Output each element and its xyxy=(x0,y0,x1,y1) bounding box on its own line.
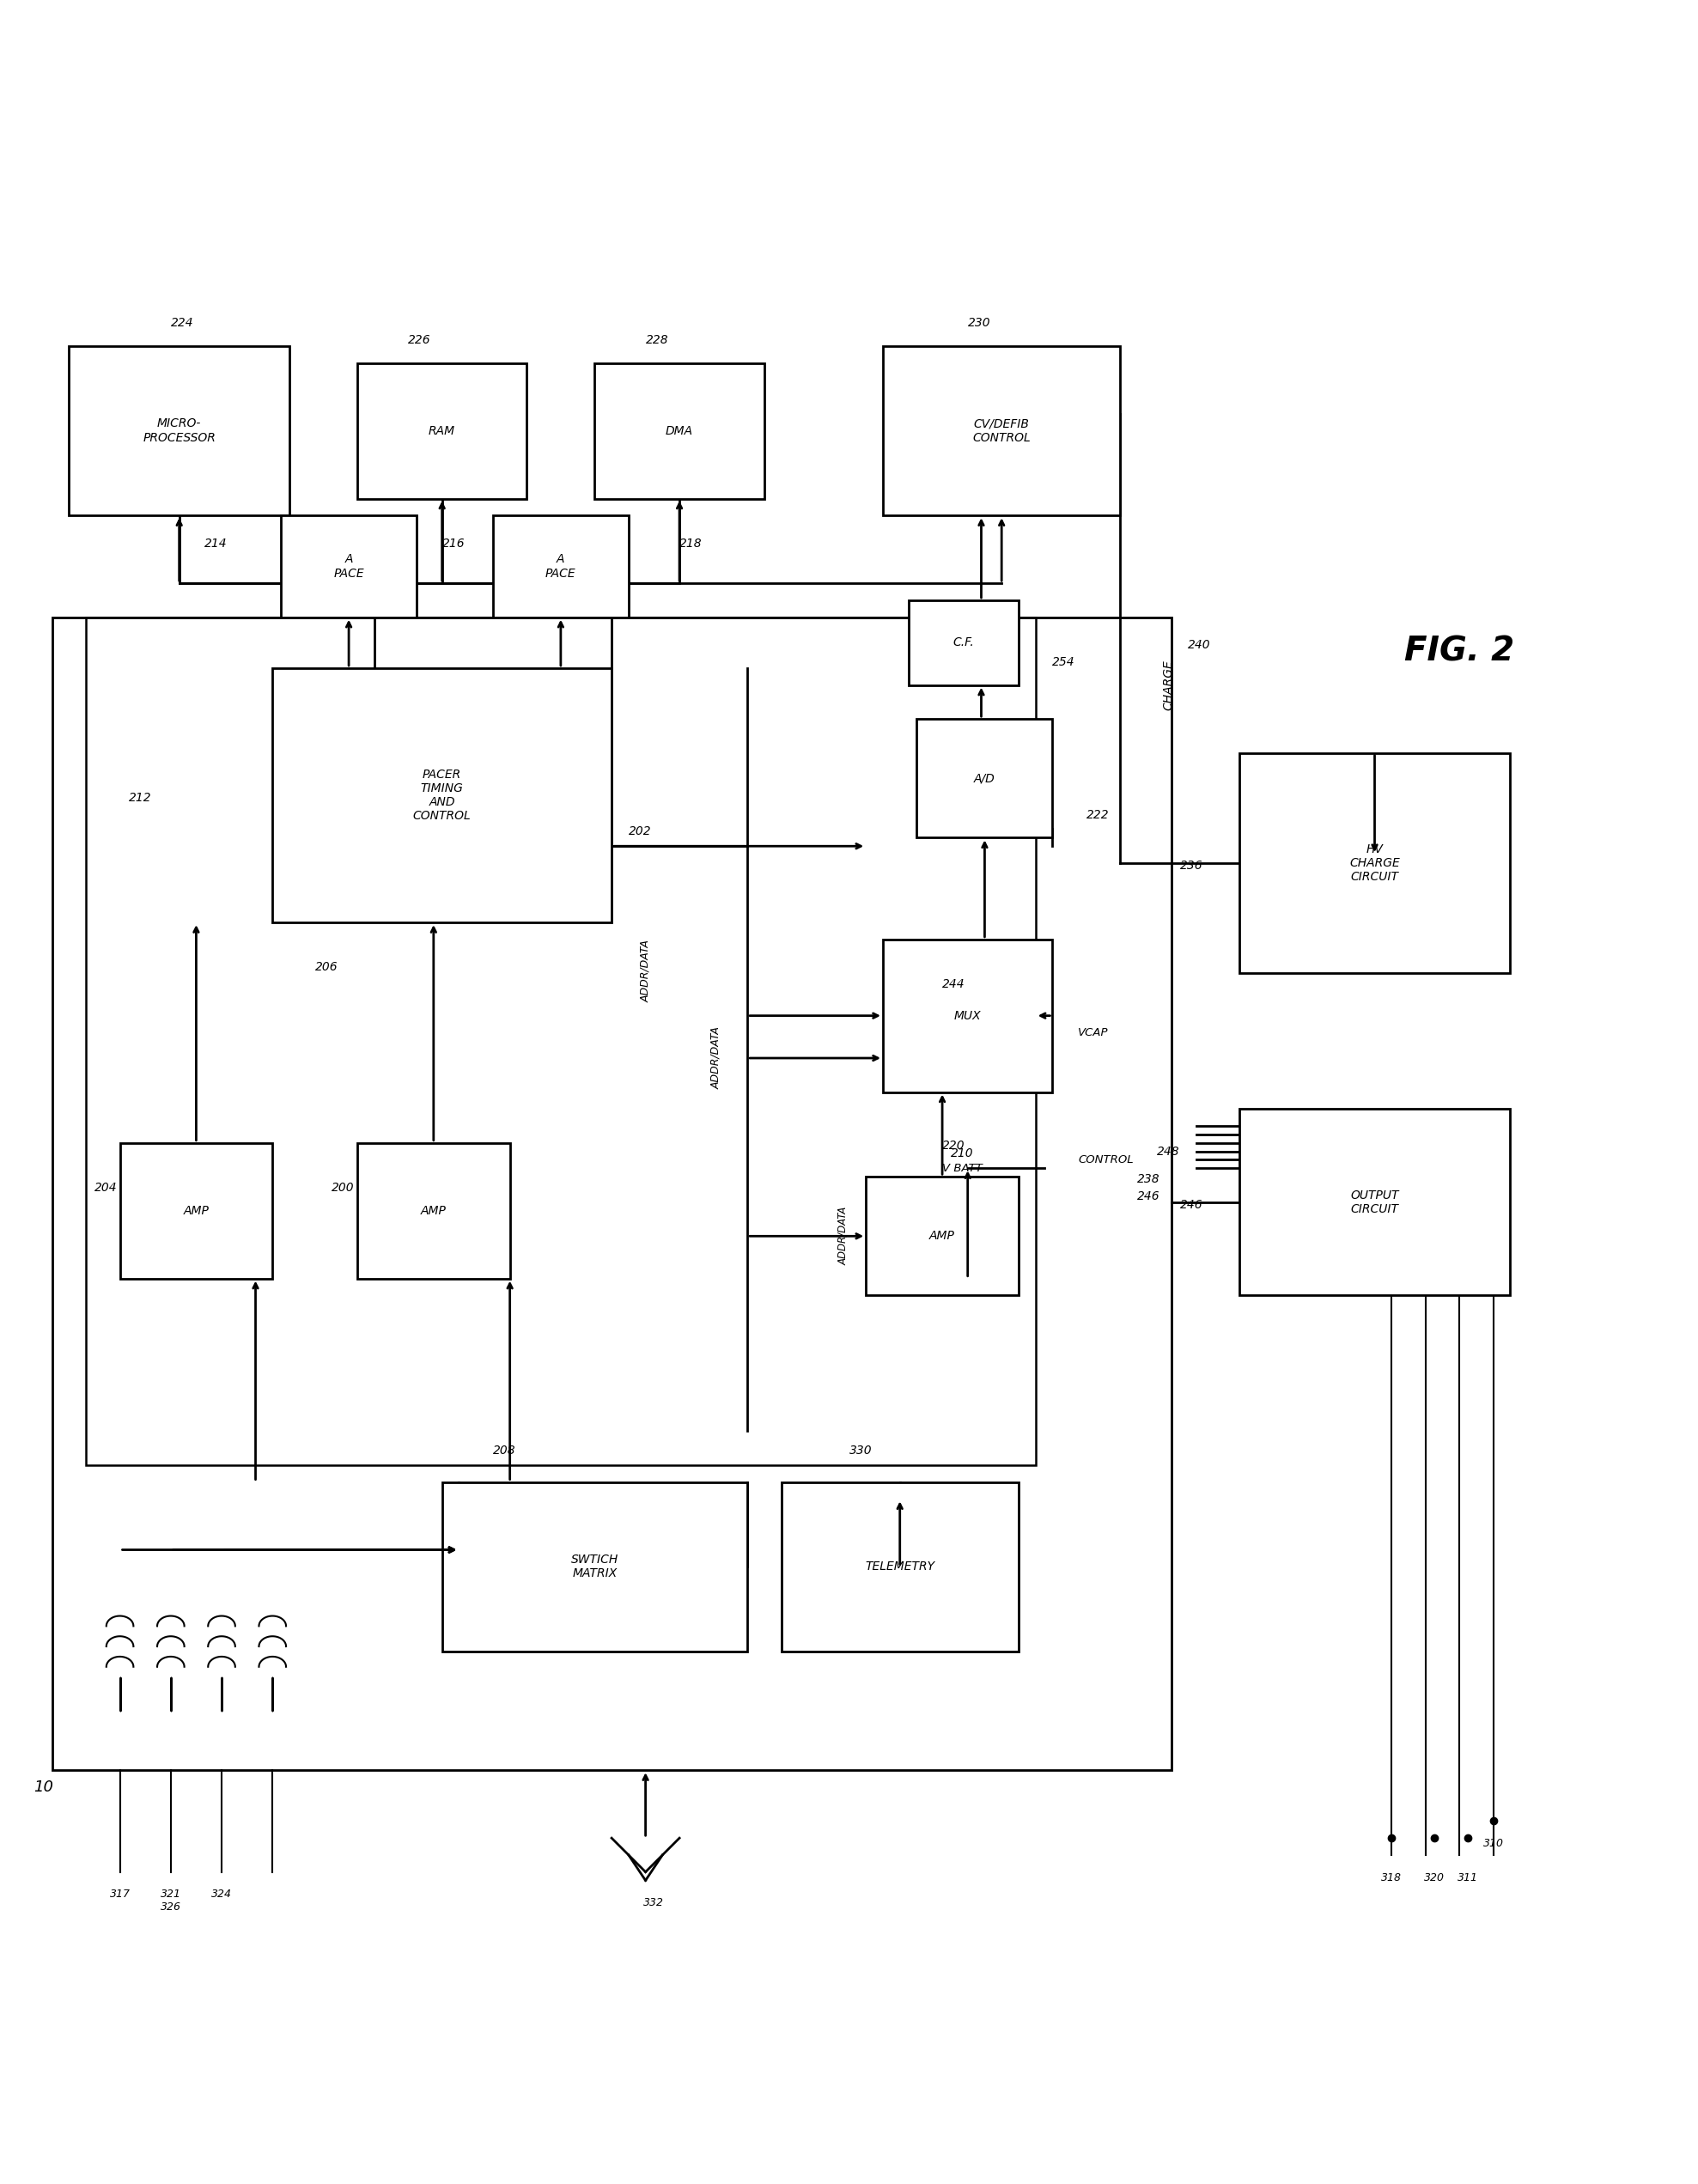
FancyBboxPatch shape xyxy=(1240,1109,1510,1295)
Text: 216: 216 xyxy=(441,537,465,550)
Text: 310: 310 xyxy=(1482,1839,1504,1850)
Text: C.F.: C.F. xyxy=(953,638,975,649)
Text: 206: 206 xyxy=(314,961,338,974)
Text: SWTICH
MATRIX: SWTICH MATRIX xyxy=(571,1553,618,1579)
Text: AMP: AMP xyxy=(929,1230,954,1243)
Text: VCAP: VCAP xyxy=(1078,1026,1109,1037)
FancyBboxPatch shape xyxy=(917,719,1053,839)
Text: 218: 218 xyxy=(679,537,703,550)
Text: 210: 210 xyxy=(951,1149,973,1160)
Text: ADDR/DATA: ADDR/DATA xyxy=(837,1208,849,1265)
Text: 240: 240 xyxy=(1189,640,1211,651)
Text: OUTPUT
CIRCUIT: OUTPUT CIRCUIT xyxy=(1350,1190,1399,1214)
Text: CONTROL: CONTROL xyxy=(1078,1153,1133,1166)
Text: 321
326: 321 326 xyxy=(160,1889,182,1913)
Text: 214: 214 xyxy=(205,537,228,550)
Text: 238: 238 xyxy=(1138,1173,1160,1186)
Text: 246: 246 xyxy=(1180,1199,1202,1210)
Text: AMP: AMP xyxy=(421,1206,447,1216)
Text: A
PACE: A PACE xyxy=(545,553,576,579)
Text: 248: 248 xyxy=(1156,1144,1180,1158)
Text: 244: 244 xyxy=(942,978,964,989)
FancyBboxPatch shape xyxy=(883,939,1053,1092)
Text: 224: 224 xyxy=(171,317,194,330)
FancyBboxPatch shape xyxy=(357,363,526,498)
FancyBboxPatch shape xyxy=(594,363,764,498)
Text: TELEMETRY: TELEMETRY xyxy=(864,1562,934,1572)
FancyBboxPatch shape xyxy=(272,668,611,922)
Text: 246: 246 xyxy=(1138,1190,1160,1201)
Text: 228: 228 xyxy=(645,334,669,345)
Text: 317: 317 xyxy=(110,1889,131,1900)
Text: 220: 220 xyxy=(942,1140,964,1151)
FancyBboxPatch shape xyxy=(280,515,416,618)
FancyBboxPatch shape xyxy=(357,1142,509,1278)
Text: 324: 324 xyxy=(211,1889,233,1900)
Text: PACER
TIMING
AND
CONTROL: PACER TIMING AND CONTROL xyxy=(413,769,470,821)
Text: 10: 10 xyxy=(34,1780,53,1795)
Text: 320: 320 xyxy=(1423,1872,1445,1883)
Text: ADDR/DATA: ADDR/DATA xyxy=(640,939,650,1002)
FancyBboxPatch shape xyxy=(121,1142,272,1278)
Text: CV/DEFIB
CONTROL: CV/DEFIB CONTROL xyxy=(973,417,1031,443)
Text: 200: 200 xyxy=(331,1182,355,1195)
Text: DMA: DMA xyxy=(666,424,693,437)
Text: 226: 226 xyxy=(408,334,431,345)
Text: MUX: MUX xyxy=(954,1009,981,1022)
FancyBboxPatch shape xyxy=(441,1483,747,1651)
Text: 222: 222 xyxy=(1087,808,1109,821)
Text: 212: 212 xyxy=(129,793,151,804)
FancyBboxPatch shape xyxy=(883,345,1121,515)
FancyBboxPatch shape xyxy=(866,1177,1019,1295)
Text: 208: 208 xyxy=(492,1444,516,1457)
Text: 318: 318 xyxy=(1380,1872,1403,1883)
Text: 330: 330 xyxy=(849,1444,871,1457)
Text: 202: 202 xyxy=(628,826,652,839)
FancyBboxPatch shape xyxy=(70,345,289,515)
Text: FIG. 2: FIG. 2 xyxy=(1404,636,1515,668)
Text: RAM: RAM xyxy=(428,424,455,437)
Text: MICRO-
PROCESSOR: MICRO- PROCESSOR xyxy=(143,417,216,443)
FancyBboxPatch shape xyxy=(1240,753,1510,974)
Text: 204: 204 xyxy=(95,1182,117,1195)
Text: 236: 236 xyxy=(1180,860,1202,871)
Text: V BATT: V BATT xyxy=(942,1162,983,1173)
FancyBboxPatch shape xyxy=(908,601,1019,686)
Text: A/D: A/D xyxy=(975,773,995,784)
Text: 311: 311 xyxy=(1457,1872,1479,1883)
Text: ADDR/DATA: ADDR/DATA xyxy=(711,1026,722,1090)
Text: HV
CHARGE
CIRCUIT: HV CHARGE CIRCUIT xyxy=(1350,843,1399,882)
Text: 230: 230 xyxy=(968,317,990,330)
Text: CHARGE: CHARGE xyxy=(1163,660,1175,710)
Text: 254: 254 xyxy=(1053,655,1075,668)
Text: A
PACE: A PACE xyxy=(333,553,363,579)
Text: AMP: AMP xyxy=(183,1206,209,1216)
FancyBboxPatch shape xyxy=(781,1483,1019,1651)
Text: 332: 332 xyxy=(644,1898,664,1909)
FancyBboxPatch shape xyxy=(492,515,628,618)
